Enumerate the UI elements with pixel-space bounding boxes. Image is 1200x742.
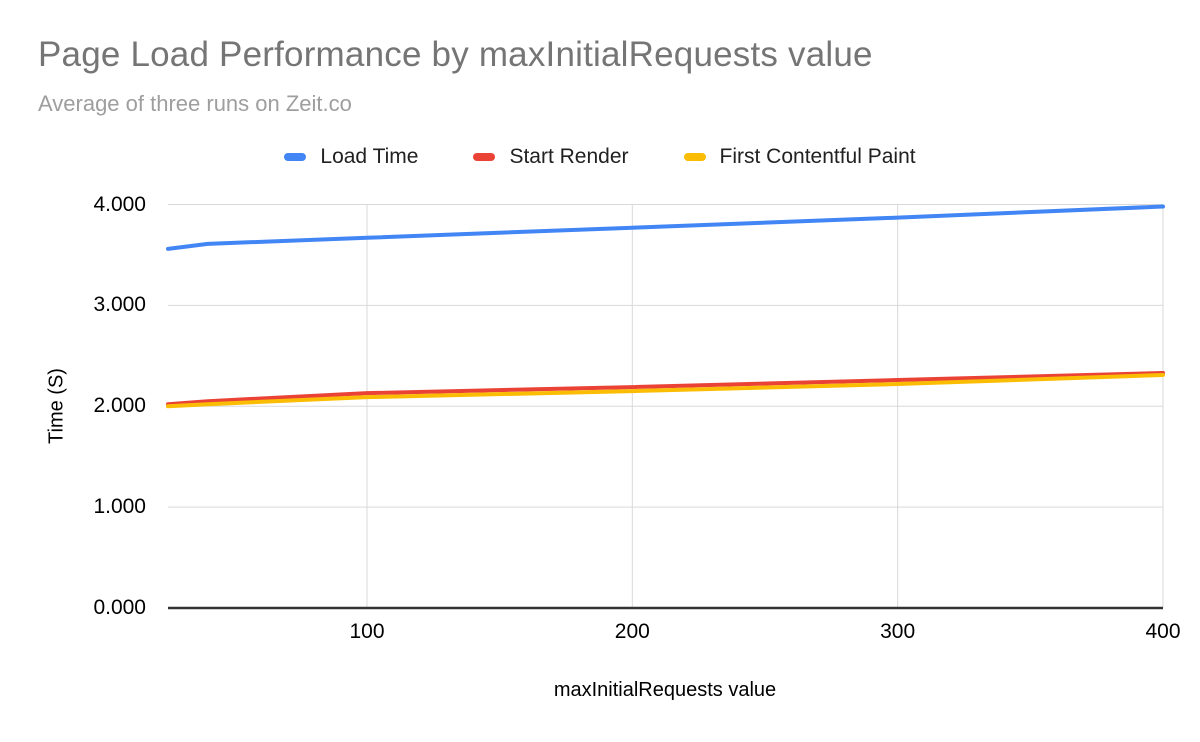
chart-title: Page Load Performance by maxInitialReque… xyxy=(38,35,873,74)
legend-label: First Contentful Paint xyxy=(719,145,916,168)
x-tick-label: 400 xyxy=(1145,620,1181,643)
legend-label: Start Render xyxy=(509,145,629,168)
first-contentful-paint-swatch-icon xyxy=(683,153,706,161)
x-tick-label: 100 xyxy=(349,620,385,643)
y-axis-title: Time (S) xyxy=(45,368,68,444)
y-tick-label: 0.000 xyxy=(93,596,146,619)
y-tick-label: 3.000 xyxy=(93,293,146,317)
load-time-swatch-icon xyxy=(284,153,307,161)
x-tick-label: 300 xyxy=(880,620,916,643)
series-line-start-render xyxy=(166,370,1165,407)
legend-item-first-contentful-paint: First Contentful Paint xyxy=(683,145,916,169)
legend-label: Load Time xyxy=(320,145,419,168)
x-tick-label: 200 xyxy=(614,620,650,643)
series-line-load-time xyxy=(166,204,1165,251)
legend: Load Time Start Render First Contentful … xyxy=(0,144,1200,170)
legend-item-load-time: Load Time xyxy=(284,145,418,169)
y-tick-label: 1.000 xyxy=(93,495,146,519)
start-render-swatch-icon xyxy=(473,153,496,161)
x-axis-title: maxInitialRequests value xyxy=(553,679,777,701)
y-tick-label: 4.000 xyxy=(93,192,146,216)
series-line-first-contentful-paint xyxy=(166,372,1165,409)
y-tick-label: 2.000 xyxy=(93,394,146,418)
legend-item-start-render: Start Render xyxy=(473,145,629,169)
chart-subtitle: Average of three runs on Zeit.co xyxy=(38,91,352,116)
